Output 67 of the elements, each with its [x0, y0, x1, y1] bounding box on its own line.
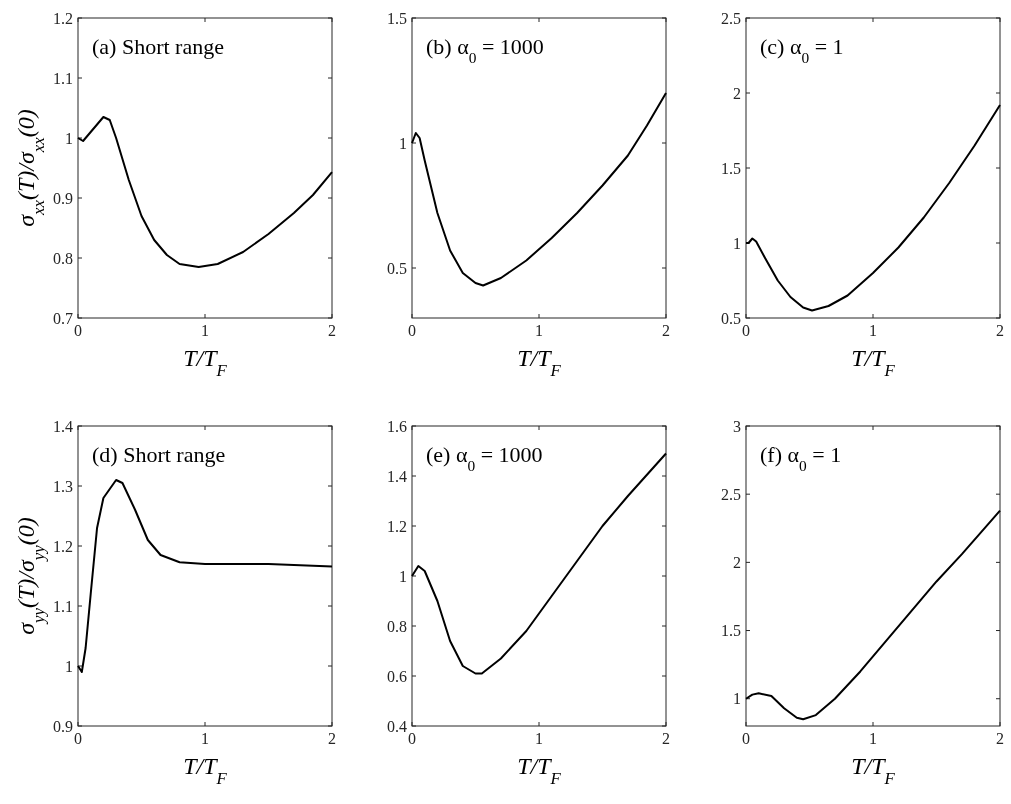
text: (e) α$_{0}$ = 1000 [426, 442, 543, 474]
y-tick-label: 3 [733, 417, 741, 435]
x-tick-label: 0 [408, 322, 416, 339]
text: (d) Short range [92, 442, 226, 467]
y-tick-label: 1.5 [387, 9, 407, 27]
y-tick-label: 1 [733, 690, 741, 708]
x-axis-title: T/T$_{F}$ [183, 345, 228, 380]
y-tick-label: 2.5 [721, 9, 741, 27]
x-tick-label: 2 [662, 322, 670, 339]
x-tick-label: 2 [328, 730, 336, 747]
y-tick-label: 1.5 [721, 159, 741, 177]
x-tick-label: 0 [74, 322, 82, 339]
y-tick-label: 0.5 [721, 309, 741, 327]
line-series [77, 479, 333, 673]
x-tick-label: 1 [201, 322, 209, 339]
line-series [745, 509, 1001, 721]
x-axis-title: T/T$_{F}$ [183, 753, 228, 788]
y-tick-label: 0.9 [53, 717, 73, 735]
y-tick-label: 0.4 [387, 717, 407, 735]
y-tick-label: 0.7 [53, 309, 73, 327]
y-tick-label: 1.3 [53, 477, 73, 495]
y-tick-label: 1 [399, 134, 407, 152]
x-tick-label: 1 [201, 730, 209, 747]
x-axis-title: T/T$_{F}$ [851, 345, 896, 380]
y-tick-label: 0.8 [53, 249, 73, 267]
y-tick-label: 1.4 [387, 467, 407, 485]
x-axis-title: T/T$_{F}$ [851, 753, 896, 788]
y-tick-label: 0.5 [387, 259, 407, 277]
text: (a) Short range [92, 34, 224, 59]
x-tick-label: 1 [535, 730, 543, 747]
x-axis-title: T/T$_{F}$ [517, 345, 562, 380]
x-tick-label: 1 [869, 730, 877, 747]
y-tick-label: 1 [399, 567, 407, 585]
y-tick-label: 1.1 [53, 69, 73, 87]
x-tick-label: 1 [535, 322, 543, 339]
y-tick-label: 2 [733, 553, 741, 571]
y-tick-label: 1.6 [387, 417, 407, 435]
x-tick-label: 0 [742, 322, 750, 339]
text: (c) α$_{0}$ = 1 [760, 34, 844, 66]
x-tick-label: 2 [996, 730, 1004, 747]
y-tick-label: 0.6 [387, 667, 407, 685]
x-tick-label: 0 [74, 730, 82, 747]
x-tick-label: 2 [662, 730, 670, 747]
text: (b) α$_{0}$ = 1000 [426, 34, 544, 66]
y-tick-label: 0.9 [53, 189, 73, 207]
y-tick-label: 2 [733, 84, 741, 102]
y-tick-label: 1.5 [721, 622, 741, 640]
x-tick-label: 1 [869, 322, 877, 339]
y-tick-label: 1 [733, 234, 741, 252]
line-series [745, 104, 1001, 312]
y-tick-label: 1.1 [53, 597, 73, 615]
y-tick-label: 1 [65, 657, 73, 675]
y-tick-label: 1.2 [387, 517, 407, 535]
x-tick-label: 2 [328, 322, 336, 339]
y-tick-label: 1.4 [53, 417, 73, 435]
line-series [411, 92, 667, 287]
x-tick-label: 0 [408, 730, 416, 747]
x-axis-title: T/T$_{F}$ [517, 753, 562, 788]
y-tick-label: 1.2 [53, 9, 73, 27]
x-tick-label: 0 [742, 730, 750, 747]
text: (f) α$_{0}$ = 1 [760, 442, 842, 474]
y-tick-label: 1.2 [53, 537, 73, 555]
line-series [77, 116, 333, 268]
y-tick-label: 2.5 [721, 485, 741, 503]
x-tick-label: 2 [996, 322, 1004, 339]
y-tick-label: 0.8 [387, 617, 407, 635]
y-tick-label: 1 [65, 129, 73, 147]
